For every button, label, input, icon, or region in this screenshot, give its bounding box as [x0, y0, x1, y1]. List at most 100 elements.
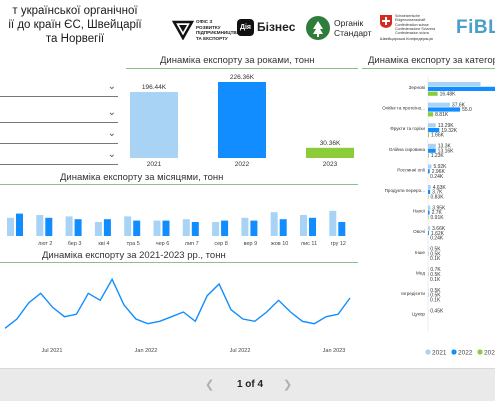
next-page-icon[interactable]: ❯ — [283, 378, 292, 391]
swiss-confederation-logo: Schweizerische Eidgenossenschaft Confédé… — [380, 14, 450, 46]
diia-logo-text: Бізнес — [257, 20, 295, 34]
year-bar-label-2022: 226.36K — [230, 74, 255, 81]
category-bar-2023-0 — [428, 92, 438, 96]
report-title: т української органічної ії до країн ЄС,… — [0, 4, 150, 46]
month-bar-2021-7 — [212, 222, 219, 236]
month-bar-2021-1 — [36, 215, 43, 236]
category-bar-label: 0.91K — [431, 215, 445, 221]
year-bar-2021 — [130, 92, 178, 158]
organic-logo-line-2: Стандарт — [334, 29, 371, 39]
month-bar-2022-11 — [338, 222, 345, 236]
category-label: Цукор — [412, 312, 425, 317]
category-bar-label: 0.1K — [430, 256, 441, 262]
category-bar-label: 0.1K — [430, 277, 441, 283]
category-bar-2021-4 — [428, 164, 431, 168]
office-logo-text: ОФІС З РОЗВИТКУ ПІДПРИЄМНИЦТВА ТА ЕКСПОР… — [196, 19, 236, 41]
category-bar-2022-4 — [428, 169, 430, 173]
organic-tree-icon — [305, 15, 331, 41]
category-label: Зернові — [409, 85, 425, 90]
report-title-line-3: та Норвегії — [0, 32, 150, 46]
category-bar-label: 0.45K — [430, 308, 444, 314]
month-axis-label: вер 9 — [244, 241, 258, 247]
year-bar-label-2023: 30.36K — [320, 140, 341, 147]
month-axis-label: тра 5 — [127, 241, 140, 247]
category-bar-label: 0.83K — [430, 194, 444, 200]
category-bar-label: 0.24K — [430, 174, 444, 180]
fibl-logo: FiBL — [456, 17, 495, 39]
category-label: Напої — [413, 209, 426, 214]
year-bar-2023 — [306, 148, 354, 158]
month-bar-2021-9 — [271, 212, 278, 236]
category-bar-label: 0.24K — [430, 236, 444, 242]
category-bar-label: 55.0 — [462, 107, 472, 113]
year-axis-label-2022: 2022 — [235, 161, 250, 168]
category-bar-2022-6 — [428, 210, 430, 214]
chevron-down-icon: ⌄ — [108, 81, 116, 92]
office-logo: ОФІС З РОЗВИТКУ ПІДПРИЄМНИЦТВА ТА ЕКСПОР… — [172, 16, 230, 42]
legend-marker-2022 — [451, 349, 456, 354]
organic-standard-logo: Органік Стандарт — [305, 15, 375, 43]
timeline-axis-label: Jan 2023 — [323, 348, 346, 354]
month-bar-2022-0 — [16, 214, 23, 236]
swiss-logo-subtext: Швейцарська Конфедерація — [380, 36, 433, 41]
swiss-flag-icon — [380, 15, 392, 28]
month-bar-2021-6 — [183, 219, 190, 236]
month-bar-2021-3 — [95, 222, 102, 236]
chevron-down-icon: ⌄ — [108, 149, 116, 160]
category-bar-2022-3 — [428, 149, 436, 153]
slicer-dropdown-1[interactable]: ⌄ — [0, 80, 118, 97]
export-timeline-line — [5, 279, 350, 328]
month-bar-2021-5 — [154, 221, 161, 236]
category-bar-2022-1 — [428, 107, 460, 111]
category-bar-2023-6 — [428, 215, 429, 219]
category-bar-2021-1 — [428, 103, 450, 107]
month-bar-2021-0 — [7, 218, 14, 236]
slicer-dropdown-2[interactable]: ⌄ — [0, 106, 118, 123]
category-bar-2021-2 — [428, 123, 436, 127]
month-axis-label: сер 8 — [214, 241, 227, 247]
year-axis-label-2021: 2021 — [147, 161, 162, 168]
chevron-down-icon: ⌄ — [108, 128, 116, 139]
category-bar-label: 1.23K — [431, 153, 445, 159]
category-bar-2023-3 — [428, 153, 429, 157]
category-bar-label: 8.81K — [435, 112, 449, 118]
slicer-dropdown-4[interactable]: ⌄ — [0, 148, 118, 165]
category-bar-2021-6 — [428, 206, 430, 210]
month-axis-label: жов 10 — [271, 241, 288, 247]
chevron-down-icon: ⌄ — [108, 107, 116, 118]
previous-page-icon[interactable]: ❮ — [205, 378, 214, 391]
month-bar-2022-3 — [104, 219, 111, 236]
category-label: Інше — [415, 250, 425, 255]
category-bar-2022-0 — [428, 87, 495, 91]
year-bar-label-2021: 196.44K — [142, 84, 167, 91]
report-canvas: т української органічної ії до країн ЄС,… — [0, 0, 495, 368]
diia-biznes-logo: Дія Бізнес — [237, 19, 299, 39]
category-bar-2021-7 — [428, 226, 430, 230]
category-bar-label: 0.1K — [430, 297, 441, 303]
year-axis-label-2023: 2023 — [323, 161, 338, 168]
category-title-rule — [362, 68, 495, 69]
legend-marker-2021 — [425, 349, 430, 354]
month-axis-label: лип 7 — [185, 241, 199, 247]
swiss-logo-line-1: Schweizerische Eidgenossenschaft — [395, 14, 450, 23]
year-bar-2022 — [218, 82, 266, 158]
category-bar-2023-1 — [428, 112, 433, 116]
category-bar-label: 1.66K — [431, 133, 445, 139]
month-bar-2022-7 — [221, 221, 228, 236]
month-axis-label: лис 11 — [301, 241, 317, 247]
month-axis-label: лют 2 — [38, 241, 52, 247]
legend-label-2021: 2021 — [432, 350, 447, 357]
category-bar-label: 16.48K — [440, 91, 457, 97]
diia-mark-icon: Дія — [237, 19, 254, 36]
category-label: Рослинні олії — [397, 167, 425, 172]
slicer-dropdown-3[interactable]: ⌄ — [0, 127, 118, 144]
month-axis-label: бер 3 — [68, 241, 82, 247]
report-title-line-2: ії до країн ЄС, Швейцарії — [0, 18, 150, 32]
month-axis-label: гру 12 — [331, 241, 346, 247]
yearly-bar-chart: 196.44K 2021 226.36K 2022 30.36K 2023 — [126, 70, 358, 170]
category-label: Інгредієнти — [401, 291, 425, 296]
legend-label-2022: 2022 — [458, 350, 473, 357]
month-bar-2022-4 — [133, 221, 140, 236]
timeline-title-rule — [0, 262, 358, 263]
